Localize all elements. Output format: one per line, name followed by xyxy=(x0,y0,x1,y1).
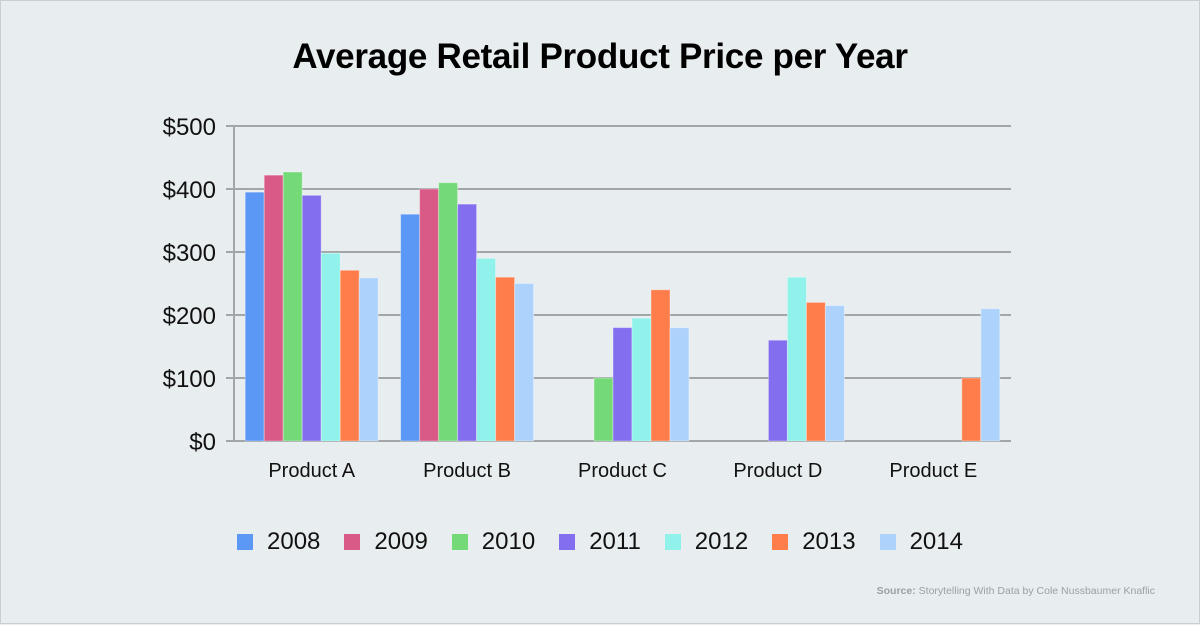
bar-2014-product-e xyxy=(980,308,1001,442)
legend-label: 2009 xyxy=(374,528,428,555)
chart-title: Average Retail Product Price per Year xyxy=(292,37,908,76)
bar-2014-product-b xyxy=(514,283,535,442)
bar-2012-product-d xyxy=(786,276,807,442)
legend-swatch xyxy=(237,534,254,550)
legend-swatch xyxy=(344,534,361,550)
legend-swatch xyxy=(559,534,576,550)
x-tick-label: Product A xyxy=(268,460,355,482)
y-tick-label: $400 xyxy=(163,177,216,204)
legend-item-2013[interactable]: 2013 xyxy=(772,528,856,556)
y-tick-label: $500 xyxy=(163,114,216,141)
bar-2014-product-c xyxy=(669,327,690,442)
bar-2008-product-b xyxy=(400,213,421,442)
legend-item-2009[interactable]: 2009 xyxy=(344,528,428,556)
bars xyxy=(244,171,1001,442)
bar-2013-product-a xyxy=(339,269,360,442)
bar-2010-product-b xyxy=(438,182,459,442)
tick-labels: $0 $100 $200 $300 $400 $500 Product A Product B… xyxy=(163,114,978,482)
legend-label: 2011 xyxy=(589,528,641,555)
x-tick-label: Product B xyxy=(423,460,511,482)
source-text: Storytelling With Data by Cole Nussbaume… xyxy=(915,585,1155,597)
legend-label: 2012 xyxy=(694,528,749,555)
x-tick-label: Product D xyxy=(733,460,822,482)
bar-2011-product-c xyxy=(612,327,633,442)
bar-2009-product-b xyxy=(419,188,440,442)
bar-2013-product-e xyxy=(961,377,982,442)
bar-2014-product-a xyxy=(358,277,379,442)
bar-2012-product-c xyxy=(631,317,652,442)
legend-item-2010[interactable]: 2010 xyxy=(451,528,536,556)
legend-label: 2010 xyxy=(481,528,536,555)
y-tick-label: $300 xyxy=(163,240,216,267)
source-note: Source: Storytelling With Data by Cole N… xyxy=(877,585,1155,597)
bar-2013-product-d xyxy=(805,301,826,442)
legend-swatch xyxy=(664,534,681,550)
bar-2011-product-a xyxy=(301,194,322,442)
y-tick-label: $0 xyxy=(189,429,216,456)
bar-2012-product-b xyxy=(476,257,497,442)
x-tick-label: Product C xyxy=(578,460,667,482)
bar-2012-product-a xyxy=(320,252,341,442)
bar-2010-product-c xyxy=(593,377,614,442)
y-tick-label: $100 xyxy=(163,366,216,393)
legend-item-2011[interactable]: 2011 xyxy=(559,528,641,556)
legend: 2008 2009 2010 2011 2012 2013 2014 xyxy=(1,528,1199,556)
source-label: Source: xyxy=(876,585,916,597)
legend-swatch xyxy=(451,534,468,550)
bar-2009-product-a xyxy=(263,174,284,442)
bar-2010-product-a xyxy=(282,171,303,442)
bar-2013-product-b xyxy=(495,276,516,442)
bar-2014-product-d xyxy=(824,305,845,442)
bar-2013-product-c xyxy=(650,289,671,442)
bar-2008-product-a xyxy=(244,191,265,442)
legend-item-2014[interactable]: 2014 xyxy=(879,528,963,556)
x-tick-label: Product E xyxy=(889,460,977,482)
legend-label: 2014 xyxy=(909,528,963,555)
legend-swatch xyxy=(772,534,789,550)
legend-label: 2008 xyxy=(267,528,321,555)
legend-label: 2013 xyxy=(802,528,856,555)
bar-2011-product-b xyxy=(457,203,478,442)
legend-swatch xyxy=(879,534,896,550)
legend-item-2012[interactable]: 2012 xyxy=(664,528,749,556)
bar-2011-product-d xyxy=(767,339,788,442)
y-tick-label: $200 xyxy=(163,303,216,330)
legend-item-2008[interactable]: 2008 xyxy=(237,528,320,556)
